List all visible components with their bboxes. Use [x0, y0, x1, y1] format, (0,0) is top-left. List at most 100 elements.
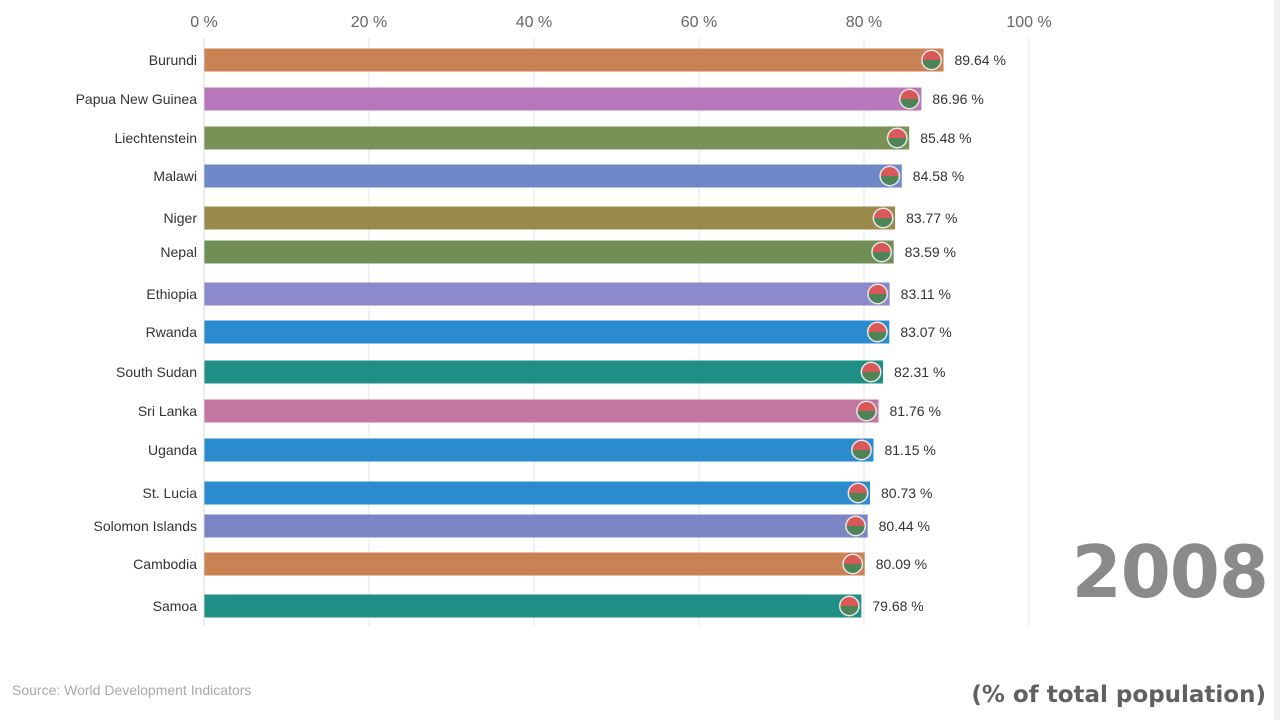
- category-label: Solomon Islands: [93, 518, 197, 534]
- category-label: St. Lucia: [143, 485, 198, 501]
- category-label: Cambodia: [133, 556, 197, 572]
- value-label: 83.07 %: [900, 324, 951, 340]
- bar: [204, 514, 868, 538]
- flag-band-bottom: [872, 252, 891, 261]
- bar: [204, 164, 902, 188]
- category-label: Samoa: [153, 598, 198, 614]
- flag-band-top: [888, 129, 907, 138]
- flag-band-top: [880, 167, 899, 176]
- flag-cambodia-icon: [842, 553, 864, 575]
- x-tick-label: 80 %: [846, 14, 882, 31]
- category-label: Papua New Guinea: [76, 91, 198, 107]
- bar: [204, 87, 922, 111]
- value-label: 80.44 %: [879, 518, 930, 534]
- category-label: Niger: [164, 210, 198, 226]
- value-label: 83.11 %: [901, 286, 951, 302]
- source-label: Source: World Development Indicators: [12, 682, 252, 698]
- value-label: 79.68 %: [872, 598, 923, 614]
- x-tick-label: 60 %: [681, 14, 717, 31]
- bar: [204, 48, 944, 72]
- category-label: Malawi: [153, 168, 197, 184]
- category-label: Ethiopia: [146, 286, 197, 302]
- category-label: Sri Lanka: [138, 403, 197, 419]
- x-tick-label: 20 %: [351, 14, 387, 31]
- value-label: 81.15 %: [884, 442, 935, 458]
- flag-band-bottom: [874, 218, 893, 228]
- x-tick-label: 40 %: [516, 14, 552, 31]
- flag-band-bottom: [880, 176, 899, 185]
- flag-band-top: [843, 555, 862, 564]
- x-tick-label: 100 %: [1006, 14, 1051, 31]
- flag-band-top: [840, 597, 859, 606]
- bar: [204, 240, 894, 264]
- value-label: 89.64 %: [955, 52, 1006, 68]
- value-label: 84.58 %: [913, 168, 964, 184]
- flag-band-top: [868, 323, 887, 332]
- flag-band-bottom: [849, 493, 868, 502]
- category-label: Liechtenstein: [114, 130, 197, 146]
- flag-st-lucia-icon: [847, 482, 869, 504]
- flag-band-top: [862, 363, 881, 372]
- flag-ethiopia-icon: [867, 283, 889, 305]
- category-label: Rwanda: [146, 324, 198, 340]
- flag-band-top: [849, 484, 868, 493]
- flag-band-bottom: [862, 372, 881, 381]
- bar: [204, 320, 890, 344]
- value-label: 82.31 %: [894, 364, 945, 380]
- x-tick-label: 0 %: [190, 14, 218, 31]
- flag-solomon-islands-icon: [845, 515, 867, 537]
- flag-niger-icon: [872, 207, 894, 229]
- flag-band-top: [872, 243, 891, 252]
- category-label: Nepal: [160, 244, 197, 260]
- unit-label: (% of total population): [971, 682, 1266, 708]
- flag-south-sudan-icon: [860, 361, 882, 383]
- value-label: 80.09 %: [876, 556, 927, 572]
- flag-band-top: [874, 209, 893, 218]
- value-label: 83.59 %: [905, 244, 956, 260]
- flag-band-bottom: [852, 450, 871, 459]
- flag-band-top: [852, 441, 871, 450]
- flag-band-top: [857, 402, 876, 411]
- flag-band-bottom: [868, 332, 887, 341]
- bar: [204, 594, 862, 618]
- value-label: 86.96 %: [932, 91, 983, 107]
- flag-band-bottom: [857, 411, 876, 420]
- flag-band-bottom: [888, 138, 907, 147]
- flag-band-bottom: [846, 526, 865, 535]
- flag-malawi-icon: [879, 165, 901, 187]
- bar: [204, 282, 890, 306]
- flag-band-top: [846, 517, 865, 526]
- value-label: 81.76 %: [890, 403, 941, 419]
- category-label: Uganda: [148, 442, 197, 458]
- year-label: 2008: [1071, 530, 1269, 614]
- flag-sri-lanka-icon: [856, 400, 878, 422]
- value-label: 83.77 %: [906, 210, 957, 226]
- flag-band-top: [900, 90, 919, 99]
- flag-rwanda-icon: [866, 321, 888, 343]
- bar: [204, 438, 874, 462]
- flag-band-bottom: [900, 99, 919, 108]
- flag-band-bottom: [840, 606, 859, 615]
- category-label: South Sudan: [116, 364, 197, 380]
- flag-band-top: [922, 51, 941, 60]
- flag-band-bottom: [843, 564, 862, 573]
- flag-burundi-icon: [921, 49, 943, 71]
- flag-band-bottom: [922, 60, 941, 69]
- category-label: Burundi: [149, 52, 197, 68]
- value-label: 80.73 %: [881, 485, 932, 501]
- bar: [204, 206, 896, 230]
- bar: [204, 552, 865, 576]
- value-label: 85.48 %: [920, 130, 971, 146]
- flag-liechtenstein-icon: [886, 127, 908, 149]
- flag-band-top: [868, 285, 887, 294]
- flag-nepal-icon: [871, 241, 893, 263]
- bar: [204, 360, 884, 384]
- frame-edge: [1274, 0, 1280, 720]
- bar: [204, 399, 879, 423]
- flag-samoa-icon: [838, 595, 860, 617]
- bar: [204, 481, 871, 505]
- bar: [204, 126, 910, 150]
- flag-papua-new-guinea-icon: [898, 88, 920, 110]
